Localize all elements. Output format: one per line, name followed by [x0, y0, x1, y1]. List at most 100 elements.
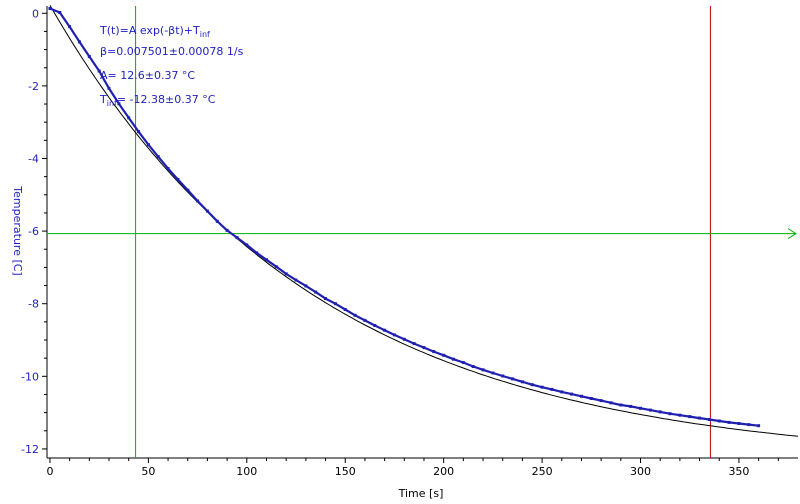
x-tick-label: 50 — [141, 465, 155, 478]
data-point — [570, 392, 574, 396]
data-point — [501, 374, 505, 378]
data-point — [127, 116, 131, 120]
data-point — [747, 423, 751, 427]
data-point — [511, 377, 515, 381]
x-tick-label: 150 — [335, 465, 356, 478]
fit-beta-value: β=0.007501±0.00078 1/s — [100, 45, 244, 58]
data-point — [707, 418, 711, 421]
data-point — [117, 102, 121, 106]
x-tick-label: 0 — [46, 465, 53, 478]
data-point — [78, 40, 81, 44]
data-point — [176, 178, 180, 181]
fit-formula: T(t)=A exp(-βt)+Tinf — [99, 24, 210, 39]
data-point — [412, 342, 416, 346]
data-point — [639, 406, 642, 410]
data-point — [481, 368, 485, 372]
data-point — [648, 408, 652, 412]
data-point — [245, 243, 249, 247]
data-point — [186, 188, 190, 192]
data-point — [392, 333, 396, 337]
data-point — [599, 399, 603, 403]
y-axis-title: Temperature [C] — [11, 185, 24, 275]
data-point — [442, 353, 446, 357]
data-point — [265, 258, 268, 262]
data-point — [146, 143, 150, 147]
data-point — [68, 25, 72, 29]
data-point — [619, 403, 623, 407]
fit-tinf-number: = -12.38±0.37 °C — [117, 93, 216, 106]
data-point — [235, 236, 239, 240]
y-tick-label: -4 — [28, 152, 39, 165]
data-point — [383, 328, 387, 332]
data-point — [58, 11, 62, 14]
y-tick-label: -10 — [21, 370, 39, 383]
data-point — [294, 278, 298, 282]
data-point — [491, 371, 495, 375]
data-point — [196, 199, 200, 203]
y-tick-label: -12 — [21, 443, 39, 456]
data-point — [658, 410, 662, 414]
cursor-arrow-icon — [787, 228, 797, 240]
fit-tinf-value: Tinf= -12.38±0.37 °C — [99, 93, 216, 108]
data-point — [629, 404, 633, 408]
data-point — [255, 251, 259, 255]
fit-annotation: T(t)=A exp(-βt)+Tinf β=0.007501±0.00078 … — [99, 24, 244, 108]
data-point — [688, 415, 692, 419]
data-point — [550, 387, 554, 391]
data-point — [530, 383, 534, 387]
x-tick-label: 200 — [433, 465, 454, 478]
fit-formula-subscript: inf — [200, 30, 210, 39]
data-point — [205, 209, 209, 213]
data-point — [304, 284, 308, 288]
data-point — [343, 308, 347, 311]
data-point — [757, 424, 761, 428]
data-point — [284, 272, 288, 276]
data-point — [373, 324, 377, 327]
data-point — [156, 155, 160, 159]
data-point — [422, 346, 426, 350]
x-tick-label: 100 — [236, 465, 257, 478]
fit-amplitude-value: A= 12.6±0.37 °C — [100, 69, 195, 82]
data-point — [97, 69, 101, 73]
y-tick-label: -6 — [28, 225, 39, 238]
data-point — [452, 357, 455, 361]
x-tick-label: 350 — [728, 465, 749, 478]
data-point — [609, 401, 613, 405]
data-point — [353, 313, 357, 317]
data-point — [698, 416, 702, 420]
data-point — [461, 361, 465, 364]
data-point — [314, 290, 318, 294]
data-point — [402, 337, 406, 341]
data-point — [540, 385, 544, 389]
data-point — [166, 167, 170, 171]
data-point — [87, 55, 91, 58]
data-point — [737, 422, 741, 425]
data-point — [678, 413, 682, 417]
data-point — [274, 265, 278, 269]
data-point — [668, 412, 672, 416]
x-axis-title: Time [s] — [398, 487, 444, 500]
data-point — [580, 394, 583, 398]
fit-curve — [49, 5, 799, 437]
fit-tinf-subscript: inf — [107, 99, 117, 108]
data-point — [560, 390, 564, 394]
data-point — [520, 380, 524, 384]
data-point — [363, 318, 367, 322]
fit-tinf-main: T — [99, 93, 107, 106]
data-point — [215, 219, 219, 223]
data-point — [333, 302, 337, 306]
data-point — [225, 228, 229, 232]
data-point — [137, 130, 140, 134]
data-point — [727, 420, 731, 424]
data-point — [48, 7, 52, 10]
y-tick-label: -2 — [28, 80, 39, 93]
y-tick-label: -8 — [28, 298, 39, 311]
x-tick-label: 250 — [532, 465, 553, 478]
data-point — [471, 365, 475, 368]
fit-formula-main: T(t)=A exp(-βt)+T — [99, 24, 200, 37]
data-point — [107, 86, 111, 90]
data-point — [589, 397, 593, 400]
data-point — [717, 419, 721, 423]
